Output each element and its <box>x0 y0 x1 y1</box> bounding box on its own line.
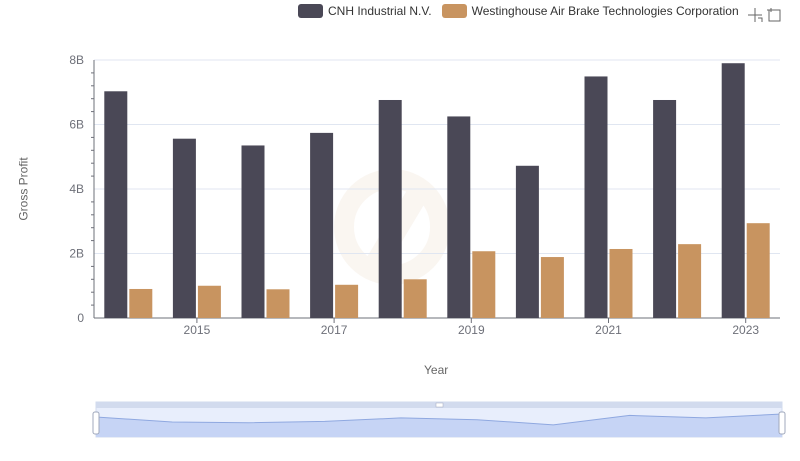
toolbox <box>746 6 786 24</box>
legend-label-wabtec: Westinghouse Air Brake Technologies Corp… <box>471 4 739 18</box>
bar-cnh-2016 <box>241 145 265 318</box>
bar-wabtec-2017 <box>335 284 359 318</box>
legend-label-cnh: CNH Industrial N.V. <box>328 4 432 18</box>
x-axis-title: Year <box>424 363 449 377</box>
x-tick-label: 2019 <box>458 323 485 337</box>
legend: CNH Industrial N.V. Westinghouse Air Bra… <box>298 4 749 18</box>
bar-cnh-2020 <box>515 165 539 318</box>
data-zoom-slider[interactable] <box>92 401 786 438</box>
zoom-handle-right[interactable] <box>778 411 786 435</box>
legend-item-cnh[interactable]: CNH Industrial N.V. <box>298 4 432 18</box>
zoom-grip <box>435 402 444 408</box>
bar-wabtec-2016 <box>266 289 290 318</box>
y-axis: 0 2B 4B 6B 8B <box>69 53 95 325</box>
y-tick-label: 2B <box>69 247 84 261</box>
x-tick-label: 2017 <box>321 323 348 337</box>
x-tick-label: 2015 <box>184 323 211 337</box>
bar-cnh-2021 <box>584 76 608 318</box>
bar-wabtec-2019 <box>472 251 496 318</box>
y-tick-label: 6B <box>69 118 84 132</box>
y-tick-label: 8B <box>69 53 84 67</box>
x-axis: 2015 2017 2019 2021 2023 <box>94 317 780 337</box>
bar-cnh-2023 <box>721 63 745 318</box>
bar-cnh-2019 <box>447 116 471 318</box>
zoom-area <box>96 414 782 437</box>
zoom-line <box>95 413 783 426</box>
bar-cnh-2018 <box>378 99 402 319</box>
legend-item-wabtec[interactable]: Westinghouse Air Brake Technologies Corp… <box>441 4 739 18</box>
x-tick-label: 2023 <box>732 323 759 337</box>
zoom-handle-left[interactable] <box>92 411 100 435</box>
restore-box-icon[interactable] <box>766 6 784 24</box>
bars <box>104 63 770 319</box>
bar-wabtec-2020 <box>540 257 564 318</box>
y-tick-label: 4B <box>69 182 84 196</box>
zoom-crosshair-icon[interactable] <box>746 6 764 24</box>
bar-cnh-2014 <box>104 91 128 318</box>
bar-wabtec-2015 <box>197 285 221 318</box>
x-tick-label: 2021 <box>595 323 622 337</box>
y-tick-label: 0 <box>77 311 84 325</box>
bar-wabtec-2018 <box>403 279 427 318</box>
bar-cnh-2022 <box>653 99 677 319</box>
bar-wabtec-2014 <box>129 288 153 318</box>
legend-swatch-wabtec <box>441 4 467 18</box>
bar-cnh-2015 <box>172 138 196 318</box>
legend-swatch-cnh <box>298 4 323 18</box>
bar-wabtec-2023 <box>746 223 770 318</box>
bar-wabtec-2021 <box>609 248 633 318</box>
bar-wabtec-2022 <box>678 244 702 318</box>
bar-cnh-2017 <box>310 132 334 318</box>
